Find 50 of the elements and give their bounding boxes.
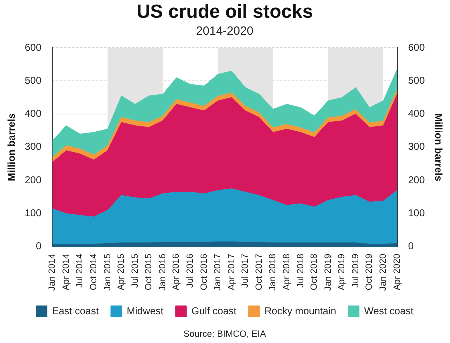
- x-tick-label: Apr 2019: [336, 254, 347, 290]
- x-tick-label: Oct 2016: [198, 254, 209, 290]
- y-tick-label: 600: [24, 42, 42, 54]
- x-tick-label: Apr 2015: [116, 254, 126, 290]
- x-tick-label: Oct 2017: [254, 254, 264, 290]
- x-tick-label: Jan 2016: [157, 254, 168, 292]
- y2-tick-label: 0: [408, 242, 414, 253]
- x-tick-label: Jul 2018: [295, 254, 306, 288]
- x-tick-label: Jan 2020: [378, 254, 388, 292]
- x-tick-label: Oct 2015: [144, 254, 154, 290]
- y-axis-title: Million barrels: [6, 113, 18, 182]
- x-tick-label: Oct 2014: [88, 254, 99, 290]
- chart-title: US crude oil stocks: [136, 2, 314, 24]
- x-tick-label: Jan 2014: [47, 254, 58, 292]
- y2-axis-title: Million barrels: [432, 114, 444, 182]
- y-tick-label: 500: [24, 76, 42, 87]
- source-note: Source: BIMCO, EIA: [182, 328, 268, 341]
- x-tick-label: Apr 2014: [60, 254, 71, 290]
- y2-tick-label: 600: [408, 42, 426, 54]
- x-tick-label: Jul 2015: [130, 254, 140, 288]
- legend-label: East coast: [52, 306, 100, 318]
- x-tick-label: Apr 2016: [171, 254, 182, 290]
- y2-tick-label: 200: [408, 175, 426, 186]
- chart-subtitle: 2014-2020: [195, 24, 255, 39]
- x-tick-label: Jul 2016: [185, 254, 196, 288]
- x-tick-label: Jan 2015: [102, 254, 112, 292]
- x-tick-label: Jan 2019: [322, 254, 333, 292]
- x-tick-label: Oct 2018: [309, 254, 320, 290]
- y2-tick-label: 400: [408, 109, 426, 120]
- legend-label: Gulf coast: [192, 306, 237, 318]
- y-tick-label: 0: [36, 242, 42, 253]
- y-tick-label: 100: [24, 208, 42, 220]
- y-tick-label: 300: [24, 142, 42, 154]
- y2-tick-label: 300: [408, 142, 426, 154]
- x-tick-label: Apr 2018: [282, 254, 292, 290]
- x-tick-label: Apr 2020: [392, 254, 402, 290]
- y-tick-label: 200: [24, 175, 42, 186]
- y2-tick-label: 100: [408, 208, 426, 220]
- x-tick-label: Jan 2017: [212, 254, 223, 292]
- y-tick-label: 400: [24, 109, 42, 120]
- y2-tick-label: 500: [408, 76, 426, 87]
- legend-label: Rocky mountain: [264, 306, 336, 318]
- x-tick-label: Oct 2019: [364, 254, 374, 290]
- x-tick-label: Jul 2017: [240, 254, 250, 288]
- x-tick-label: Jul 2019: [350, 254, 360, 288]
- x-tick-label: Jan 2018: [268, 254, 278, 292]
- legend-label: Midwest: [127, 306, 164, 318]
- x-tick-label: Jul 2014: [74, 254, 85, 288]
- x-tick-label: Apr 2017: [226, 254, 236, 290]
- legend-label: West coast: [364, 306, 414, 318]
